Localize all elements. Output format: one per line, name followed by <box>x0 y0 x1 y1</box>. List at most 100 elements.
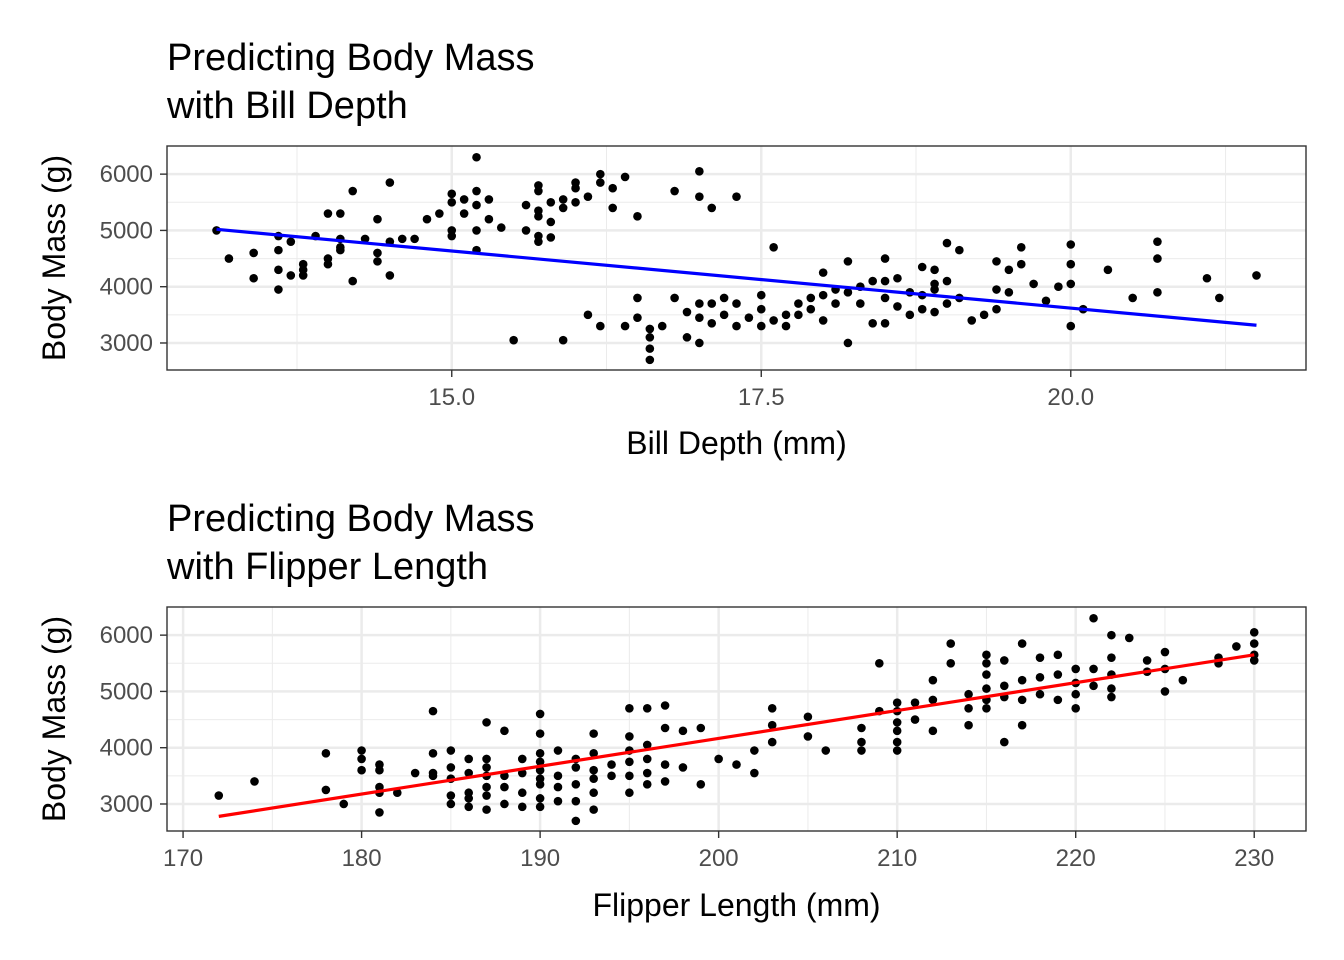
data-point <box>1153 254 1162 263</box>
data-point <box>1142 656 1152 665</box>
data-point <box>928 695 938 705</box>
data-point <box>1107 653 1116 662</box>
data-point <box>645 355 655 365</box>
data-point <box>496 223 506 232</box>
data-point <box>967 316 977 325</box>
data-point <box>472 226 481 235</box>
y-tick-label: 6000 <box>100 161 153 188</box>
data-point <box>642 704 652 713</box>
data-point <box>571 763 581 772</box>
x-tick-label: 190 <box>520 845 560 872</box>
data-point <box>1153 288 1162 297</box>
data-point <box>596 321 605 331</box>
data-point <box>1089 664 1098 674</box>
data-point <box>482 782 491 792</box>
data-point <box>1089 681 1098 691</box>
data-point <box>1202 273 1212 283</box>
y-tick-label: 6000 <box>100 622 153 649</box>
data-point <box>596 169 605 179</box>
data-point <box>868 276 877 286</box>
data-point <box>633 212 642 221</box>
data-point <box>695 167 704 176</box>
data-point <box>1215 293 1224 303</box>
data-point <box>321 749 331 758</box>
data-point <box>769 243 778 252</box>
data-point <box>428 771 438 781</box>
data-point <box>660 760 670 769</box>
data-point <box>558 195 568 204</box>
data-point <box>1017 675 1027 685</box>
data-point <box>482 763 491 772</box>
data-point <box>472 152 481 162</box>
data-point <box>682 333 692 342</box>
panel-border <box>166 606 1307 832</box>
data-point <box>517 754 527 764</box>
data-point <box>910 715 920 724</box>
data-point <box>500 799 509 809</box>
data-point <box>385 178 395 187</box>
data-point <box>803 732 813 741</box>
y-axis-title: Body Mass (g) <box>36 616 72 822</box>
data-point <box>892 737 902 747</box>
data-point <box>1128 293 1137 303</box>
x-tick-label: 220 <box>1056 845 1096 872</box>
data-point <box>446 799 456 809</box>
data-point <box>535 749 545 758</box>
data-point <box>979 310 989 320</box>
data-point <box>880 293 890 303</box>
data-point <box>955 245 964 255</box>
data-point <box>1103 265 1113 275</box>
data-point <box>534 186 543 196</box>
data-point <box>535 779 545 789</box>
data-point <box>657 321 667 331</box>
data-point <box>214 791 224 800</box>
data-point <box>682 307 692 317</box>
data-point <box>930 285 939 294</box>
data-point <box>732 299 741 308</box>
data-point <box>464 754 474 764</box>
y-tick-label: 3000 <box>100 791 153 818</box>
data-point <box>571 183 580 193</box>
data-point <box>446 763 456 772</box>
data-point <box>596 178 605 187</box>
data-point <box>1066 279 1076 289</box>
x-tick-label: 170 <box>163 845 203 872</box>
data-point <box>696 779 706 789</box>
y-axis-title: Body Mass (g) <box>36 155 72 361</box>
data-point <box>1066 259 1076 269</box>
data-point <box>558 335 568 345</box>
data-point <box>999 681 1009 691</box>
data-point <box>224 254 234 263</box>
data-point <box>484 195 494 204</box>
data-point <box>447 197 457 207</box>
data-point <box>620 172 630 182</box>
data-point <box>625 771 634 781</box>
data-point <box>464 768 474 778</box>
data-point <box>464 794 474 803</box>
data-point <box>589 788 598 798</box>
data-point <box>964 704 973 713</box>
data-point <box>892 698 902 707</box>
data-point <box>1089 613 1098 623</box>
data-point <box>1017 720 1027 730</box>
data-point <box>535 729 545 738</box>
data-point <box>625 732 634 741</box>
regression-line <box>216 227 1257 327</box>
data-point <box>472 186 481 196</box>
data-point <box>459 195 469 204</box>
data-point <box>589 749 598 758</box>
data-point <box>982 704 991 713</box>
data-point <box>373 257 382 266</box>
data-point <box>756 290 766 300</box>
x-axis-title: Bill Depth (mm) <box>626 425 846 461</box>
data-point <box>633 293 642 303</box>
data-point <box>821 746 831 755</box>
data-point <box>1249 639 1259 648</box>
data-point <box>1071 704 1081 713</box>
data-point <box>892 746 902 755</box>
data-point <box>660 701 670 710</box>
data-point <box>930 265 939 275</box>
data-point <box>982 670 991 679</box>
data-point <box>1252 271 1261 280</box>
data-point <box>868 318 877 328</box>
